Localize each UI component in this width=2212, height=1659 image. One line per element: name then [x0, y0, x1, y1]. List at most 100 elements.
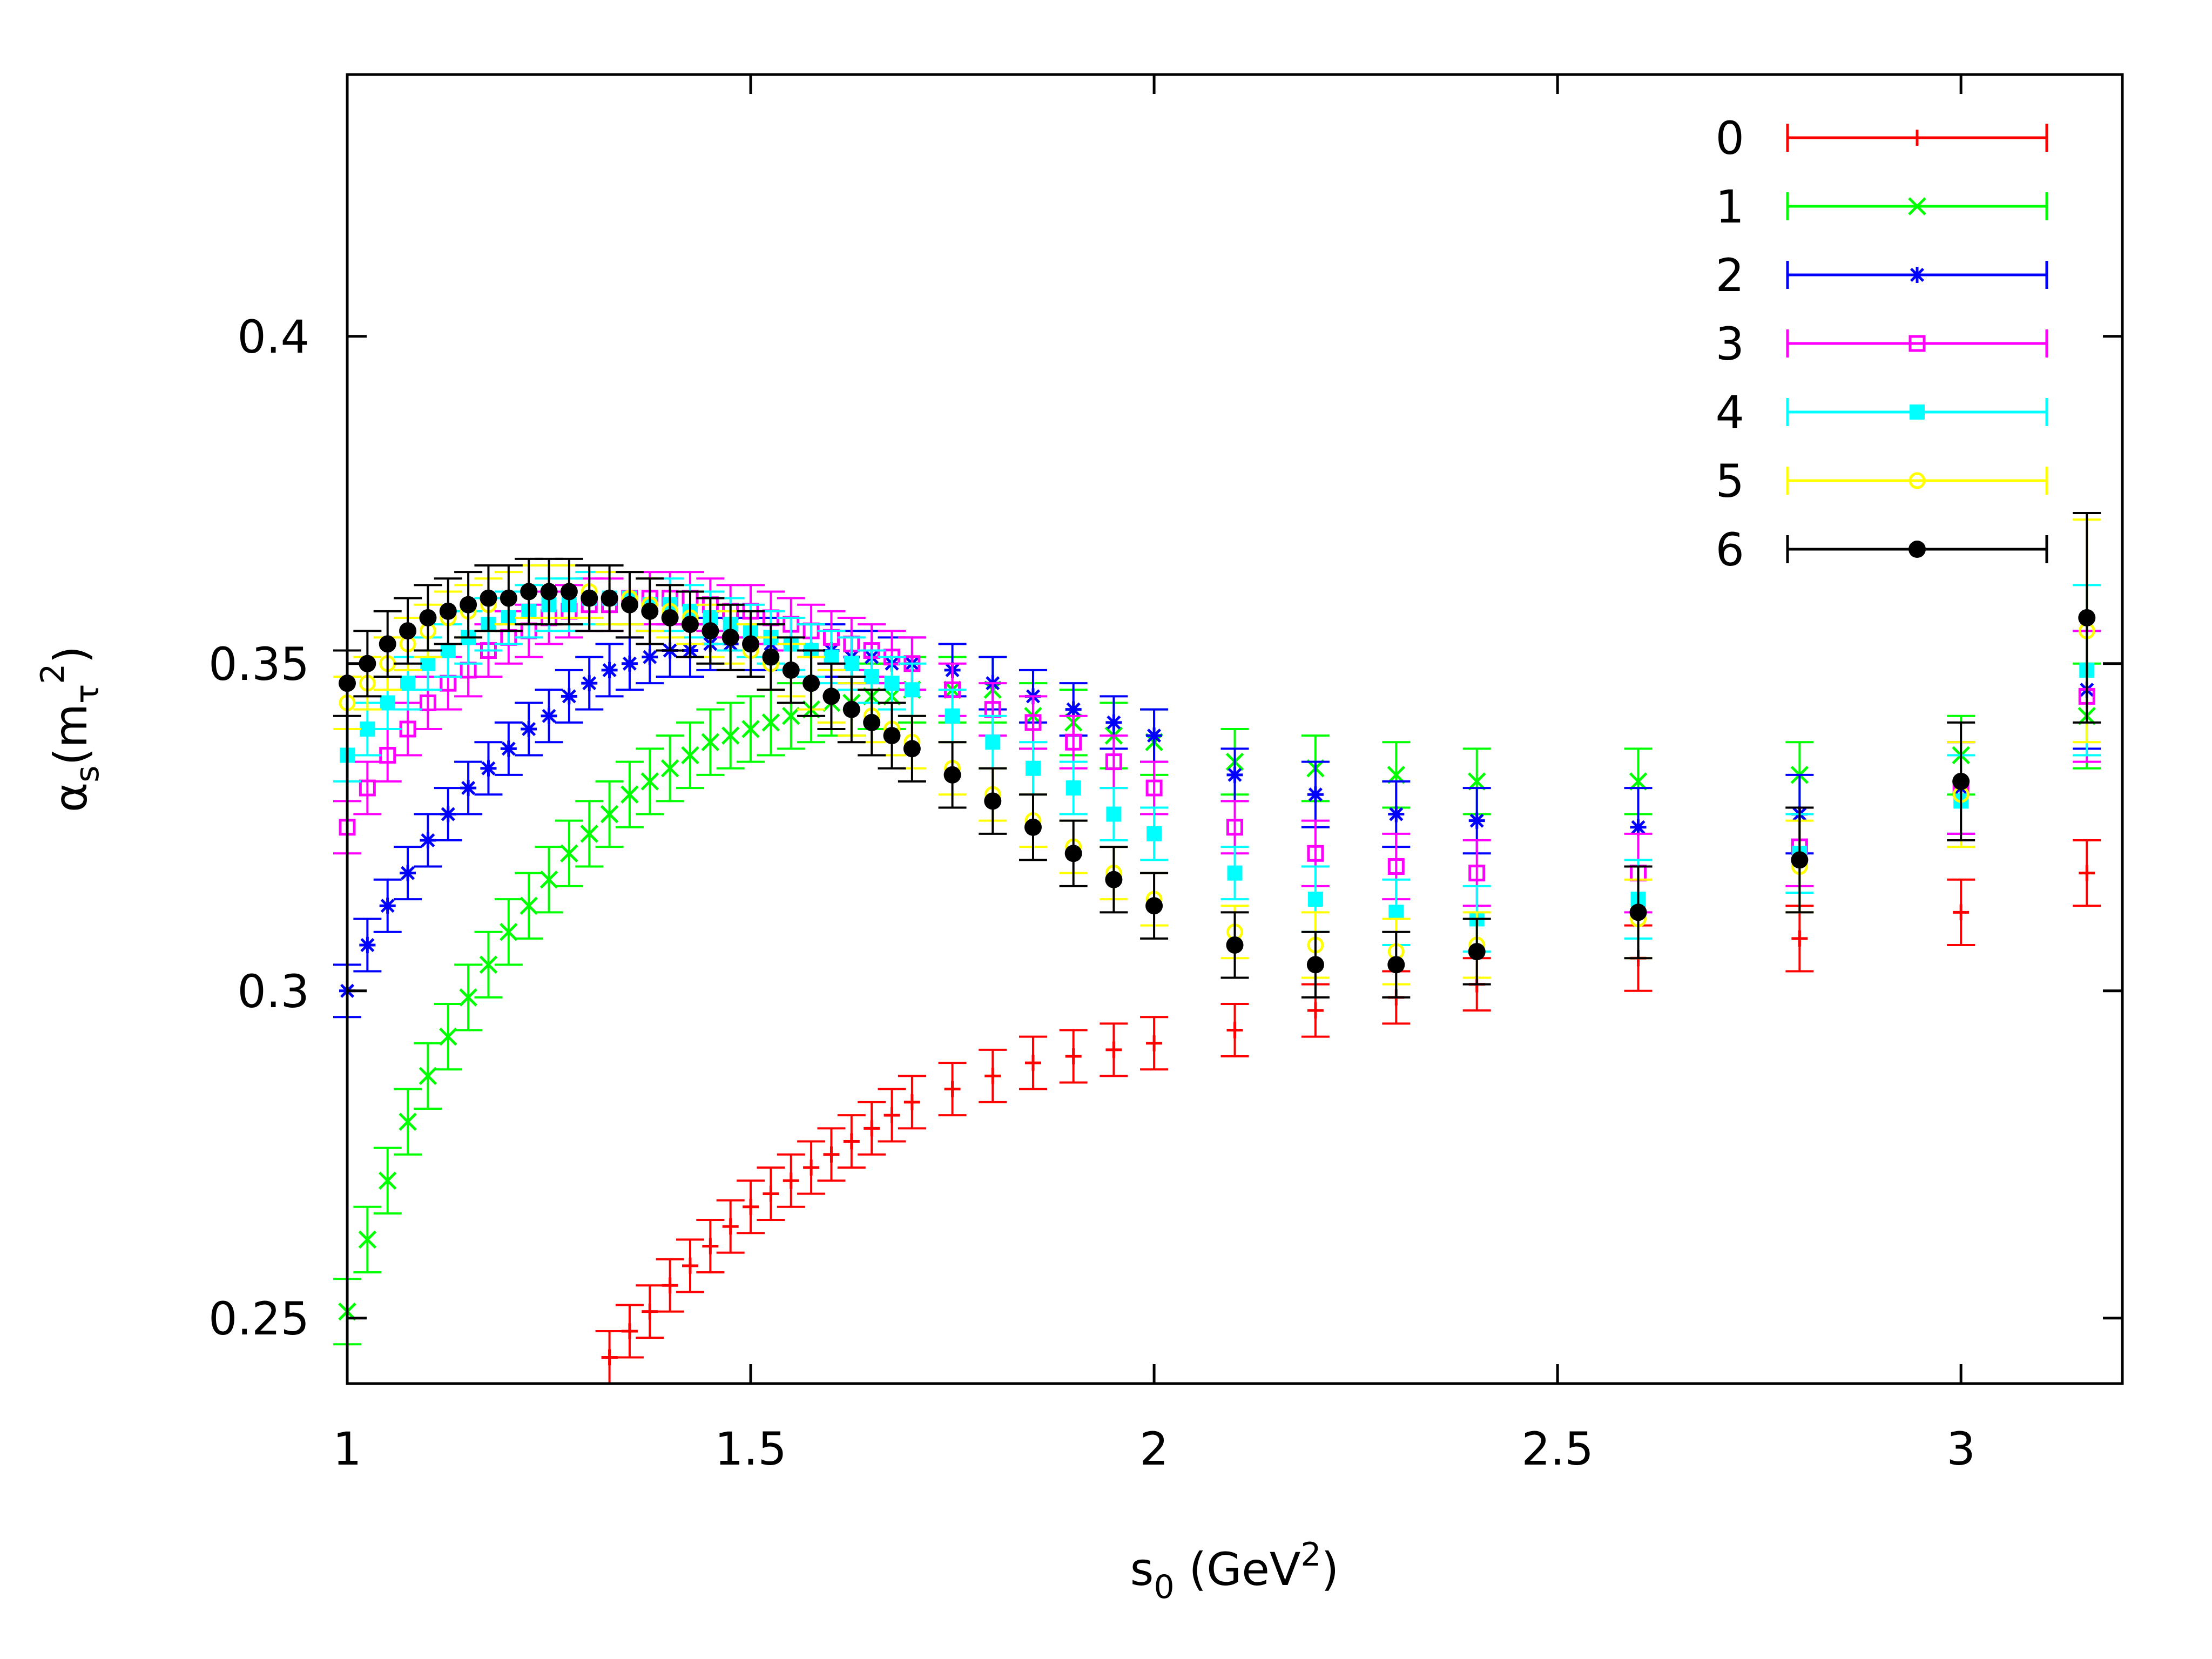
marker-cross: [1467, 772, 1486, 791]
data-point-6-3: [394, 597, 422, 665]
y-axis-label-close: ): [44, 646, 97, 664]
data-point-1-6: [454, 963, 483, 1031]
marker-filled-circle: [661, 609, 679, 626]
data-point-0-33: [1100, 1022, 1128, 1077]
data-point-6-17: [676, 590, 704, 658]
y-tick-label: 0.3: [237, 965, 309, 1018]
data-point-1-14: [615, 760, 644, 828]
marker-plus: [884, 1107, 900, 1124]
marker-plus: [1024, 1055, 1041, 1071]
marker-cross: [580, 825, 598, 843]
data-point-6-5: [434, 577, 462, 645]
data-point-4-35: [1220, 846, 1249, 901]
marker-cross: [459, 988, 477, 1007]
y-tick-label: 0.35: [208, 638, 309, 691]
data-point-0-25: [837, 1114, 866, 1169]
data-point-0-17: [676, 1238, 704, 1293]
marker-plus: [763, 1185, 779, 1202]
x-tick-label: 2.5: [1521, 1422, 1594, 1475]
data-point-1-17: [676, 721, 704, 790]
data-point-6-29: [938, 741, 967, 809]
data-point-0-14: [615, 1304, 644, 1359]
marker-cross: [600, 805, 619, 824]
marker-star: [581, 675, 598, 692]
legend-label: 4: [1716, 386, 1744, 439]
data-point-0-18: [696, 1219, 725, 1273]
marker-plus: [843, 1133, 860, 1150]
data-point-4-34: [1140, 806, 1169, 861]
data-point-6-11: [555, 557, 583, 626]
marker-filled-square: [1025, 760, 1041, 776]
marker-star: [1065, 701, 1082, 718]
data-point-6-37: [1382, 930, 1411, 999]
data-point-6-34: [1140, 872, 1169, 940]
data-point-1-8: [494, 898, 523, 966]
legend-label: 3: [1716, 318, 1744, 370]
marker-star: [460, 780, 477, 797]
marker-plus: [1307, 1002, 1324, 1019]
marker-filled-circle: [1226, 936, 1244, 954]
x-axis-label-sub: 0: [1154, 1568, 1174, 1606]
data-point-0-22: [777, 1153, 805, 1208]
marker-filled-square: [1388, 905, 1404, 920]
data-point-0-19: [716, 1199, 745, 1254]
marker-cross: [419, 1067, 437, 1085]
data-point-1-5: [434, 1003, 462, 1071]
data-point-6-25: [837, 676, 866, 744]
data-point-1-4: [414, 1042, 442, 1110]
marker-filled-circle: [1145, 897, 1163, 915]
data-point-6-18: [696, 597, 725, 665]
marker-square: [1065, 733, 1082, 751]
marker-star: [500, 740, 517, 757]
data-point-1-9: [515, 872, 543, 940]
data-point-1-12: [575, 800, 604, 868]
data-point-6-2: [373, 610, 402, 678]
marker-cross: [761, 713, 780, 732]
marker-filled-circle: [1468, 943, 1486, 961]
marker-filled-square: [380, 695, 395, 711]
data-point-0-31: [1019, 1035, 1047, 1090]
x-tick-label: 2: [1139, 1422, 1168, 1475]
data-point-2-6: [454, 760, 483, 815]
data-point-2-4: [414, 813, 442, 868]
marker-filled-square: [440, 643, 456, 658]
data-point-0-15: [636, 1284, 664, 1339]
marker-plus: [803, 1159, 820, 1176]
data-point-6-31: [1019, 793, 1047, 861]
data-point-6-35: [1220, 911, 1249, 979]
marker-star: [1388, 806, 1405, 822]
marker-cross: [479, 955, 498, 974]
marker-plus: [662, 1277, 678, 1294]
data-point-0-24: [817, 1127, 846, 1182]
x-axis-label-rest: (GeV: [1175, 1543, 1301, 1596]
marker-filled-circle: [399, 622, 417, 640]
marker-filled-circle: [540, 583, 558, 601]
marker-filled-circle: [520, 583, 538, 601]
marker-filled-circle: [1791, 851, 1809, 869]
marker-plus: [621, 1323, 638, 1340]
data-point-1-1: [353, 1205, 382, 1273]
marker-square: [1226, 819, 1243, 836]
data-point-1-13: [595, 780, 624, 848]
x-axis-label-base: s: [1130, 1543, 1154, 1596]
data-point-6-1: [353, 630, 382, 698]
marker-filled-circle: [1952, 772, 1970, 790]
data-point-4-33: [1100, 787, 1128, 842]
data-point-6-24: [817, 662, 846, 730]
marker-plus: [823, 1146, 840, 1163]
y-axis-label-open: (m: [44, 704, 97, 766]
marker-plus: [682, 1257, 698, 1274]
marker-star: [1226, 766, 1243, 783]
marker-star: [561, 688, 577, 705]
marker-filled-square: [1227, 865, 1243, 881]
marker-filled-square: [945, 708, 960, 724]
marker-cross: [621, 785, 639, 804]
marker-plus: [944, 1081, 961, 1097]
x-tick-label: 1: [333, 1422, 361, 1475]
marker-square: [1307, 845, 1324, 862]
data-point-1-20: [737, 695, 765, 763]
legend-label: 6: [1716, 523, 1744, 576]
marker-star: [440, 806, 456, 822]
data-point-6-42: [2073, 512, 2101, 724]
